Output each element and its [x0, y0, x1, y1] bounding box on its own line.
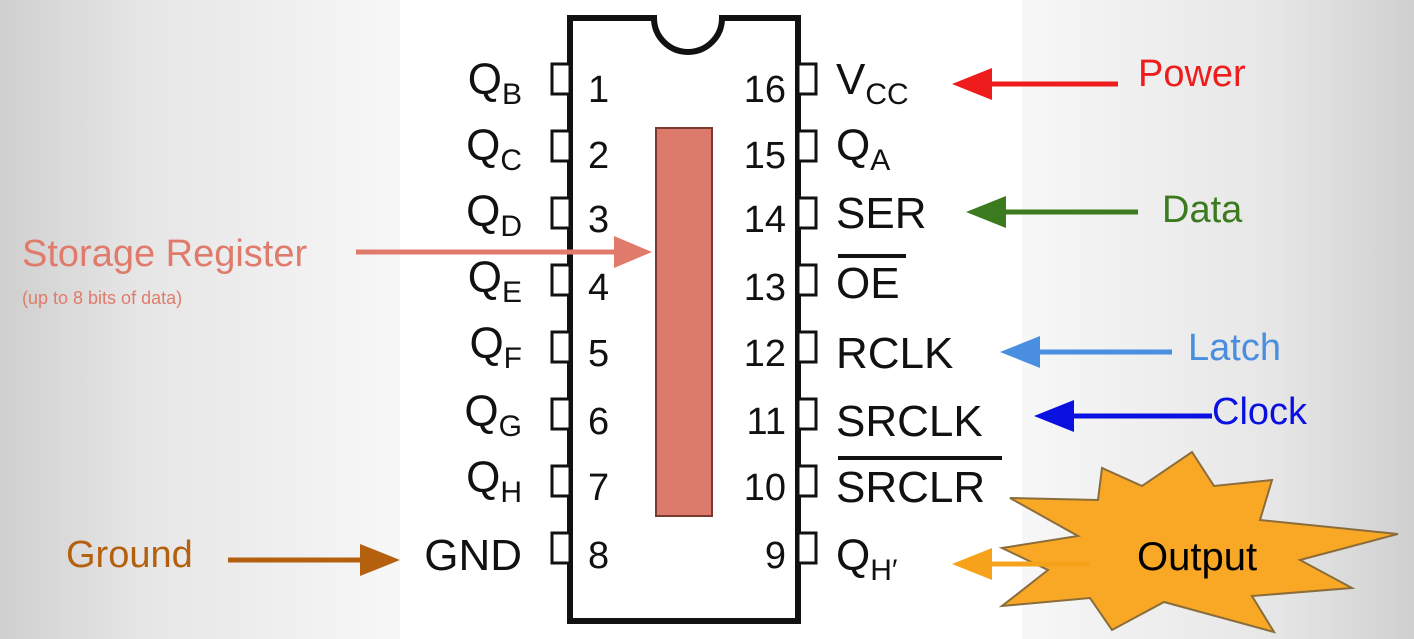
data-arrow-head — [966, 196, 1006, 228]
pin-number-2: 2 — [588, 135, 609, 177]
pin-name-12: RCLK — [836, 329, 953, 378]
storage-register-sublabel: (up to 8 bits of data) — [22, 288, 182, 308]
pin-tab-7 — [550, 464, 572, 498]
right-pin-names: VCC QA SER OE RCLK SRCLK SRCLR QH′ — [836, 55, 1002, 587]
output-callout: Output — [952, 450, 1399, 634]
pin-number-5: 5 — [588, 333, 609, 375]
pin-name-6: QG — [464, 387, 522, 443]
pin-name-16: VCC — [836, 55, 909, 111]
ic-body — [567, 15, 801, 624]
pin-number-1: 1 — [588, 69, 609, 111]
pin-number-9: 9 — [765, 535, 786, 577]
pin-number-10: 10 — [744, 467, 786, 509]
pin-tab-13 — [796, 263, 818, 297]
pin-name-9: QH′ — [836, 531, 898, 587]
storage-register-callout: Storage Register (up to 8 bits of data) — [22, 233, 652, 308]
pin-name-7: QH — [466, 453, 522, 509]
power-label: Power — [1138, 53, 1246, 95]
ground-callout: Ground — [66, 534, 400, 576]
right-pin-tabs — [796, 62, 818, 565]
left-background-panel — [0, 0, 400, 639]
pin-number-11: 11 — [747, 401, 786, 443]
latch-callout: Latch — [1000, 327, 1281, 369]
pin-tab-3 — [550, 196, 572, 230]
pin-tab-16 — [796, 62, 818, 96]
pin-name-13: OE — [836, 259, 900, 308]
pin-number-16: 16 — [744, 69, 786, 111]
storage-register-label: Storage Register — [22, 233, 307, 275]
right-pin-numbers: 16 15 14 13 12 11 10 9 — [744, 69, 786, 577]
pin-number-8: 8 — [588, 535, 609, 577]
pin-number-7: 7 — [588, 467, 609, 509]
pin-tab-15 — [796, 129, 818, 163]
clock-label: Clock — [1212, 391, 1308, 433]
clock-arrow-head — [1034, 400, 1074, 432]
pin-tab-11 — [796, 397, 818, 431]
ground-arrow-head — [360, 544, 400, 576]
pin-tab-6 — [550, 397, 572, 431]
storage-register-block — [655, 127, 713, 517]
pin-name-1: QB — [468, 55, 522, 111]
pin-tab-10 — [796, 464, 818, 498]
pin-name-3: QD — [466, 187, 522, 243]
pin-number-14: 14 — [744, 199, 786, 241]
data-label: Data — [1162, 189, 1243, 231]
pin-tab-14 — [796, 196, 818, 230]
output-arrow-head — [952, 548, 992, 580]
pin-number-15: 15 — [744, 135, 786, 177]
pin-number-6: 6 — [588, 401, 609, 443]
latch-label: Latch — [1188, 327, 1281, 369]
pin-number-4: 4 — [588, 267, 609, 309]
pin-name-14: SER — [836, 189, 926, 238]
pin-tab-1 — [550, 62, 572, 96]
latch-arrow-head — [1000, 336, 1040, 368]
pin-number-3: 3 — [588, 199, 609, 241]
pin-name-5: QF — [469, 319, 522, 375]
pin-number-13: 13 — [744, 267, 786, 309]
pin-tab-2 — [550, 129, 572, 163]
pin-tab-5 — [550, 330, 572, 364]
data-callout: Data — [966, 189, 1243, 231]
pin-name-4: QE — [468, 253, 522, 309]
ground-label: Ground — [66, 534, 193, 576]
pin-name-8: GND — [424, 531, 522, 580]
pin-tab-8 — [550, 531, 572, 565]
pin-tab-4 — [550, 263, 572, 297]
pin-tab-9 — [796, 531, 818, 565]
left-pin-names: QB QC QD QE QF QG QH GND — [424, 55, 522, 580]
power-callout: Power — [952, 53, 1246, 100]
left-pin-numbers: 1 2 3 4 5 6 7 8 — [588, 69, 609, 577]
left-pin-tabs — [550, 62, 572, 565]
pin-name-10: SRCLR — [836, 463, 985, 512]
clock-callout: Clock — [1034, 391, 1308, 433]
pin-tab-12 — [796, 330, 818, 364]
output-starburst-icon — [998, 450, 1399, 634]
pin-name-2: QC — [466, 121, 522, 177]
output-label: Output — [1137, 535, 1257, 579]
pin-number-12: 12 — [744, 333, 786, 375]
pin-name-15: QA — [836, 121, 890, 177]
pin-name-11: SRCLK — [836, 397, 983, 446]
power-arrow-head — [952, 68, 992, 100]
storage-arrow-head — [614, 236, 652, 268]
